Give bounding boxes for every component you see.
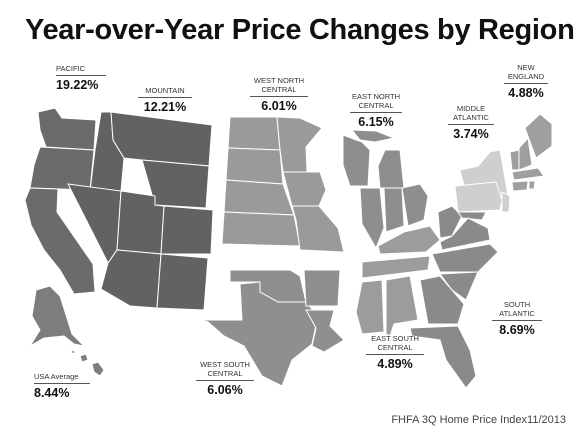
region-name: EAST NORTH CENTRAL [350, 92, 402, 113]
label-mountain: MOUNTAIN 12.21% [138, 86, 192, 114]
region-value: 8.44% [34, 386, 70, 400]
state-massachusetts [511, 167, 545, 181]
state-colorado [160, 205, 214, 255]
state-illinois [359, 187, 385, 250]
region-mountain [67, 111, 214, 311]
region-west-north-central [221, 116, 345, 253]
region-value: 19.22% [56, 78, 99, 92]
label-west-north-central: WEST NORTH CENTRAL 6.01% [250, 76, 308, 113]
state-ohio [401, 183, 429, 227]
region-east-south-central [355, 225, 441, 337]
region-value: 6.01% [261, 99, 297, 113]
state-pennsylvania [454, 181, 503, 213]
state-west-virginia [437, 205, 463, 239]
state-california [24, 187, 96, 295]
state-minnesota [276, 116, 323, 173]
state-iowa [282, 171, 327, 207]
state-kansas [221, 211, 301, 247]
state-michigan-upper [350, 129, 396, 143]
state-oregon [29, 146, 95, 191]
state-louisiana [305, 309, 345, 353]
state-new-hampshire [518, 136, 533, 171]
state-new-mexico [156, 253, 209, 311]
region-west-south-central [199, 269, 345, 387]
region-name: MIDDLE ATLANTIC [448, 104, 494, 125]
state-missouri [291, 205, 345, 253]
region-name: SOUTH ATLANTIC [492, 300, 542, 321]
state-wisconsin [342, 134, 371, 187]
region-value: 6.06% [207, 383, 243, 397]
label-usa-average: USA Average 8.44% [34, 372, 90, 400]
state-michigan [377, 149, 405, 189]
state-maryland [457, 211, 487, 221]
region-value: 3.74% [453, 127, 489, 141]
state-tennessee [361, 255, 431, 279]
state-north-carolina [431, 243, 499, 273]
state-alabama [385, 275, 419, 337]
label-middle-atlantic: MIDDLE ATLANTIC 3.74% [448, 104, 494, 141]
state-alaska [29, 285, 86, 347]
state-new-jersey [501, 191, 511, 213]
region-name: WEST SOUTH CENTRAL [196, 360, 254, 381]
state-texas [199, 281, 319, 387]
label-pacific: PACIFIC 19.22% [56, 64, 106, 92]
state-kentucky [377, 225, 441, 255]
state-montana [110, 111, 213, 167]
state-rhode-island [528, 180, 536, 190]
state-washington [37, 107, 97, 151]
region-name: EAST SOUTH CENTRAL [366, 334, 424, 355]
label-west-south-central: WEST SOUTH CENTRAL 6.06% [196, 360, 254, 397]
state-arkansas [303, 269, 341, 307]
region-pacific [24, 107, 97, 295]
region-name: USA Average [34, 372, 90, 384]
state-nebraska [223, 179, 295, 216]
state-mississippi [355, 279, 385, 335]
state-wyoming [141, 159, 210, 209]
region-east-north-central [342, 129, 429, 250]
state-florida [409, 325, 477, 389]
state-maine [524, 113, 553, 159]
state-indiana [383, 187, 405, 233]
region-alaska-hawaii [29, 285, 105, 377]
state-south-dakota [225, 147, 284, 185]
region-middle-atlantic [454, 149, 511, 213]
region-new-england [509, 113, 553, 192]
region-name: NEW ENGLAND [504, 63, 548, 84]
label-east-south-central: EAST SOUTH CENTRAL 4.89% [366, 334, 424, 371]
region-value: 4.89% [377, 357, 413, 371]
label-new-england: NEW ENGLAND 4.88% [504, 63, 548, 100]
state-connecticut [511, 180, 529, 192]
source-note: FHFA 3Q Home Price Index11/2013 [391, 414, 566, 426]
region-value: 6.15% [358, 115, 394, 129]
label-east-north-central: EAST NORTH CENTRAL 6.15% [350, 92, 402, 129]
state-hawaii [68, 349, 105, 377]
region-name: MOUNTAIN [138, 86, 192, 98]
label-south-atlantic: SOUTH ATLANTIC 8.69% [492, 300, 542, 337]
state-north-dakota [227, 116, 281, 151]
region-name: PACIFIC [56, 64, 106, 76]
state-georgia [419, 275, 465, 325]
region-value: 4.88% [508, 86, 544, 100]
region-value: 8.69% [499, 323, 535, 337]
region-south-atlantic [409, 205, 499, 389]
region-name: WEST NORTH CENTRAL [250, 76, 308, 97]
state-vermont [509, 149, 520, 171]
state-virginia [439, 217, 491, 251]
region-value: 12.21% [143, 100, 187, 114]
page-title: Year-over-Year Price Changes by Region [25, 14, 575, 46]
